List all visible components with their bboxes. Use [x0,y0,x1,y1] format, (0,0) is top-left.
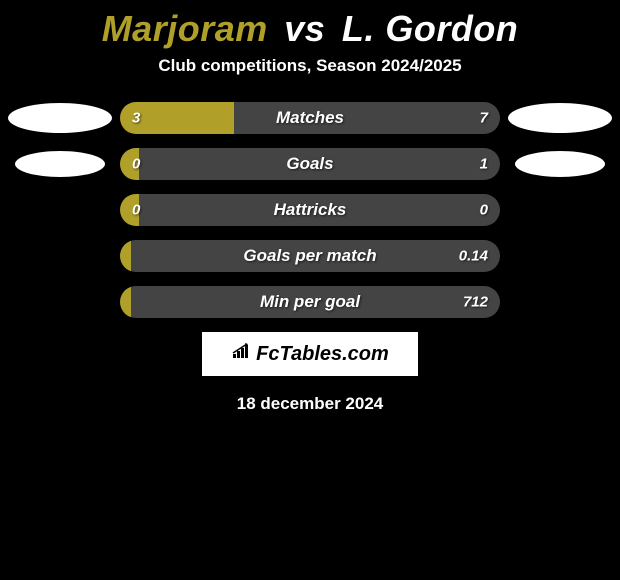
stat-label: Goals per match [243,246,376,266]
stat-value-left: 3 [132,110,140,127]
stat-value-right: 0.14 [459,248,488,265]
vs-text: vs [284,8,325,49]
stat-bar: 0 0 Hattricks [120,194,500,226]
stat-label: Matches [276,108,344,128]
subtitle: Club competitions, Season 2024/2025 [0,56,620,76]
stat-bar: 0 1 Goals [120,148,500,180]
logo: FcTables.com [231,342,389,366]
stat-value-right: 7 [480,110,488,127]
logo-box: FcTables.com [202,332,418,376]
stat-value-left: 0 [132,156,140,173]
team-disc-left [15,151,105,177]
stat-bar: 3 7 Matches [120,102,500,134]
disc-right-slot [500,151,620,177]
date: 18 december 2024 [0,394,620,414]
logo-text: FcTables.com [256,343,389,366]
stat-value-right: 0 [480,202,488,219]
stat-label: Goals [286,154,333,174]
player2-name: L. Gordon [342,8,518,49]
stat-row: 0 0 Hattricks [0,194,620,226]
bar-left-fill [120,240,131,272]
team-disc-left [8,103,112,133]
stat-row: 3 7 Matches [0,102,620,134]
stats-container: 3 7 Matches 0 1 Goals 0 0 Hattricks 0.14 Goals per… [0,102,620,318]
stat-label: Min per goal [260,292,360,312]
disc-left-slot [0,151,120,177]
bar-left-fill [120,286,131,318]
player1-name: Marjoram [102,8,268,49]
stat-label: Hattricks [274,200,347,220]
bar-right-fill [234,102,500,134]
comparison-title: Marjoram vs L. Gordon [0,0,620,56]
stat-row: 0.14 Goals per match [0,240,620,272]
stat-bar: 0.14 Goals per match [120,240,500,272]
stat-value-left: 0 [132,202,140,219]
stat-bar: 712 Min per goal [120,286,500,318]
stat-value-right: 712 [463,294,488,311]
bar-chart-icon [231,342,253,366]
disc-right-slot [500,103,620,133]
disc-left-slot [0,103,120,133]
stat-row: 712 Min per goal [0,286,620,318]
team-disc-right [515,151,605,177]
stat-row: 0 1 Goals [0,148,620,180]
stat-value-right: 1 [480,156,488,173]
team-disc-right [508,103,612,133]
